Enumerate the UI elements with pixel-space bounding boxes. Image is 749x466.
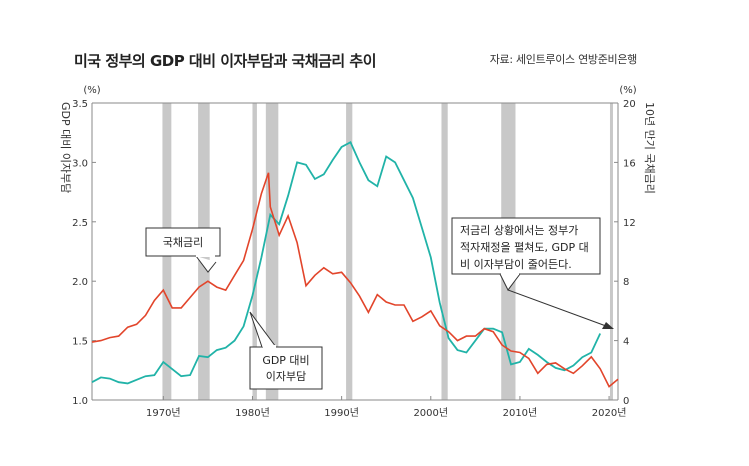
series-line-treasury-yield: [91, 172, 619, 388]
left-axis-ticks: 1.0 1.5 2.0 2.5 3.0 3.5: [72, 99, 96, 407]
right-axis-ticks: 0 4 8 12 16 20: [614, 99, 636, 407]
plot-frame: [91, 102, 619, 401]
left-axis-label: GDP 대비 이자부담: [59, 102, 72, 193]
left-tick-label-5: 3.5: [72, 99, 88, 110]
annotation-lowrate-line2: 적자재정을 펼쳐도, GDP 대: [460, 241, 589, 254]
annotation-box-burden: [249, 346, 323, 390]
annotation-pointer-treasury: [195, 255, 217, 273]
recession-band-4: [346, 103, 353, 400]
chart-title: 미국 정부의 GDP 대비 이자부담과 국채금리 추이: [74, 52, 377, 70]
x-axis-ticks: 1970년 1980년 1990년 2000년 2010년 2020년: [146, 396, 626, 419]
x-tick-label-0: 1970년: [146, 407, 181, 419]
annotation-burden-line1: GDP 대비: [262, 354, 309, 367]
recession-band-7: [609, 103, 613, 400]
x-tick-label-5: 2020년: [592, 407, 627, 419]
annotation-lowrate-line3: 비 이자부담이 줄어든다.: [460, 258, 572, 271]
series-line-interest-burden: [91, 140, 602, 385]
left-tick-label-0: 1.0: [72, 396, 88, 407]
annotation-pointer-lowrate-mask: [501, 272, 519, 275]
left-tick-label-3: 2.5: [72, 218, 88, 229]
right-tick-label-5: 20: [623, 99, 636, 110]
right-tick-label-1: 4: [623, 337, 629, 348]
recession-band-5: [441, 103, 448, 400]
recession-band-2: [252, 103, 257, 400]
annotation-arrow-line: [507, 289, 607, 327]
annotation-box-lowrate: [451, 217, 601, 275]
x-tick-label-2: 1990년: [324, 407, 359, 419]
annotation-lowrate-line1: 저금리 상황에서는 정부가: [460, 224, 578, 237]
x-tick-label-1: 1980년: [235, 407, 270, 419]
left-axis-unit: (%): [83, 85, 100, 96]
right-tick-label-2: 8: [623, 277, 629, 288]
annotation-pointer-burden: [249, 311, 277, 348]
right-tick-label-4: 16: [623, 158, 636, 169]
right-axis-unit: (%): [619, 85, 636, 96]
right-tick-label-0: 0: [623, 396, 629, 407]
left-tick-label-4: 3.0: [72, 158, 88, 169]
annotation-box-treasury: [145, 227, 221, 257]
annotation-pointer-burden-mask: [263, 345, 276, 348]
annotation-burden-line2: 이자부담: [266, 370, 306, 383]
right-axis-label: 10년 만기 국채금리: [643, 102, 656, 194]
right-tick-label-3: 12: [623, 218, 636, 229]
chart-source: 자료: 세인트루이스 연방준비은행: [489, 53, 638, 66]
left-tick-label-2: 2.0: [72, 277, 88, 288]
left-tick-label-1: 1.5: [72, 337, 88, 348]
annotation-pointer-mask: [196, 254, 215, 257]
x-tick-label-4: 2010년: [503, 407, 538, 419]
x-tick-label-3: 2000년: [413, 407, 448, 419]
annotation-treasury: 국채금리: [163, 236, 203, 249]
annotation-arrow-head: [602, 322, 614, 329]
